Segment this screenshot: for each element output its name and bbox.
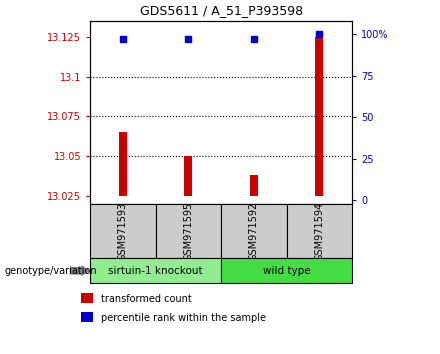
Text: GSM971593: GSM971593 (118, 201, 128, 261)
Text: GSM971592: GSM971592 (249, 201, 259, 261)
Bar (315, 37, 323, 196)
Bar (81, 312, 93, 322)
Text: GSM971594: GSM971594 (314, 201, 324, 261)
Bar (119, 132, 127, 196)
Bar (250, 175, 258, 196)
Title: GDS5611 / A_51_P393598: GDS5611 / A_51_P393598 (139, 4, 303, 17)
Text: sirtuin-1 knockout: sirtuin-1 knockout (108, 266, 203, 276)
Bar (156, 204, 221, 258)
Bar (221, 204, 286, 258)
Text: genotype/variation: genotype/variation (4, 266, 97, 276)
Bar (286, 204, 352, 258)
Bar (90, 204, 156, 258)
Text: wild type: wild type (263, 266, 310, 276)
Text: percentile rank within the sample: percentile rank within the sample (101, 313, 266, 322)
Bar (184, 156, 192, 196)
Text: transformed count: transformed count (101, 294, 192, 304)
Bar (81, 293, 93, 303)
Text: GSM971595: GSM971595 (183, 201, 193, 261)
Bar (90, 258, 221, 283)
Bar (221, 258, 352, 283)
